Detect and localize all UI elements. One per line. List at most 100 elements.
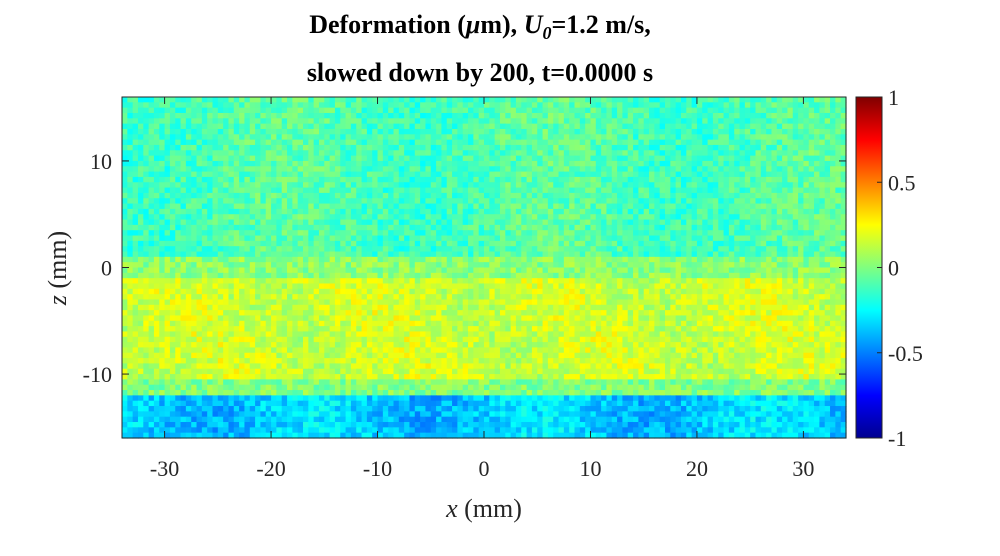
heatmap-cell <box>579 150 586 157</box>
heatmap-cell <box>670 118 677 125</box>
heatmap-cell <box>430 256 437 263</box>
heatmap-cell <box>739 272 746 279</box>
heatmap-cell <box>308 267 315 274</box>
heatmap-cell <box>750 171 757 178</box>
heatmap-cell <box>712 118 719 125</box>
heatmap-cell <box>782 262 789 269</box>
heatmap-cell <box>585 267 592 274</box>
heatmap-cell <box>217 118 224 125</box>
heatmap-cell <box>329 283 336 290</box>
heatmap-cell <box>633 123 639 130</box>
heatmap-cell <box>446 118 453 125</box>
heatmap-cell <box>558 208 565 215</box>
heatmap-cell <box>696 187 703 194</box>
heatmap-cell <box>334 230 341 237</box>
heatmap-cell <box>361 224 368 231</box>
heatmap-cell <box>819 112 826 119</box>
heatmap-cell <box>569 224 576 231</box>
heatmap-cell <box>590 171 597 178</box>
heatmap-cell <box>675 150 682 157</box>
heatmap-cell <box>260 240 267 247</box>
heatmap-cell <box>329 203 336 210</box>
heatmap-cell <box>531 214 538 221</box>
heatmap-cell <box>122 187 128 194</box>
heatmap-cell <box>696 166 703 173</box>
heatmap-cell <box>611 171 618 178</box>
heatmap-cell <box>553 203 560 210</box>
heatmap-cell <box>430 128 437 135</box>
heatmap-cell <box>169 182 176 189</box>
heatmap-cell <box>436 203 443 210</box>
heatmap-cell <box>191 192 198 199</box>
heatmap-cell <box>180 118 187 125</box>
heatmap-cell <box>638 112 645 119</box>
heatmap-cell <box>223 118 230 125</box>
heatmap-cell <box>334 182 341 189</box>
heatmap-cell <box>132 288 139 295</box>
heatmap-cell <box>824 144 831 151</box>
heatmap-cell <box>249 107 256 114</box>
heatmap-cell <box>308 128 315 135</box>
heatmap-cell <box>670 251 677 258</box>
heatmap-cell <box>579 262 586 269</box>
heatmap-cell <box>473 107 480 114</box>
heatmap-cell <box>505 246 512 253</box>
heatmap-cell <box>585 272 592 279</box>
heatmap-cell <box>686 102 693 109</box>
heatmap-cell <box>313 235 320 242</box>
heatmap-cell <box>239 150 246 157</box>
heatmap-cell <box>462 118 469 125</box>
heatmap-cell <box>143 246 150 253</box>
heatmap-cell <box>425 230 432 237</box>
heatmap-cell <box>798 118 805 125</box>
heatmap-cell <box>579 272 586 279</box>
heatmap-cell <box>441 246 448 253</box>
heatmap-cell <box>531 182 538 189</box>
heatmap-cell <box>760 256 767 263</box>
heatmap-cell <box>601 97 608 103</box>
heatmap-cell <box>696 240 703 247</box>
heatmap-cell <box>313 97 320 103</box>
heatmap-cell <box>239 214 246 221</box>
heatmap-cell <box>494 128 501 135</box>
heatmap-cell <box>521 192 528 199</box>
heatmap-cell <box>702 97 709 103</box>
heatmap-cell <box>350 123 357 130</box>
heatmap-cell <box>122 166 128 173</box>
heatmap-cell <box>744 256 751 263</box>
heatmap-cell <box>590 187 597 194</box>
heatmap-cell <box>329 160 336 167</box>
heatmap-cell <box>510 235 517 242</box>
heatmap-cell <box>750 102 757 109</box>
heatmap-cell <box>217 102 224 109</box>
heatmap-cell <box>212 262 219 269</box>
heatmap-cell <box>393 288 400 295</box>
heatmap-cell <box>185 224 192 231</box>
heatmap-cell <box>233 240 240 247</box>
heatmap-cell <box>207 182 214 189</box>
heatmap-cell <box>329 155 336 162</box>
heatmap-cell <box>191 187 198 194</box>
heatmap-cell <box>585 214 592 221</box>
heatmap-cell <box>755 262 762 269</box>
heatmap-cell <box>638 102 645 109</box>
heatmap-cell <box>196 182 203 189</box>
heatmap-cell <box>835 240 842 247</box>
heatmap-cell <box>185 251 192 258</box>
heatmap-cell <box>159 112 166 119</box>
heatmap-cell <box>638 198 645 205</box>
heatmap-cell <box>425 288 432 295</box>
heatmap-cell <box>760 118 767 125</box>
heatmap-cell <box>622 171 629 178</box>
heatmap-cell <box>201 267 208 274</box>
heatmap-cell <box>446 251 453 258</box>
heatmap-cell <box>494 192 501 199</box>
heatmap-cell <box>537 267 544 274</box>
heatmap-cell <box>601 112 608 119</box>
heatmap-cell <box>292 240 299 247</box>
heatmap-cell <box>537 283 544 290</box>
heatmap-cell <box>356 251 363 258</box>
heatmap-cell <box>366 160 373 167</box>
heatmap-cell <box>601 107 608 114</box>
heatmap-cell <box>127 214 134 221</box>
